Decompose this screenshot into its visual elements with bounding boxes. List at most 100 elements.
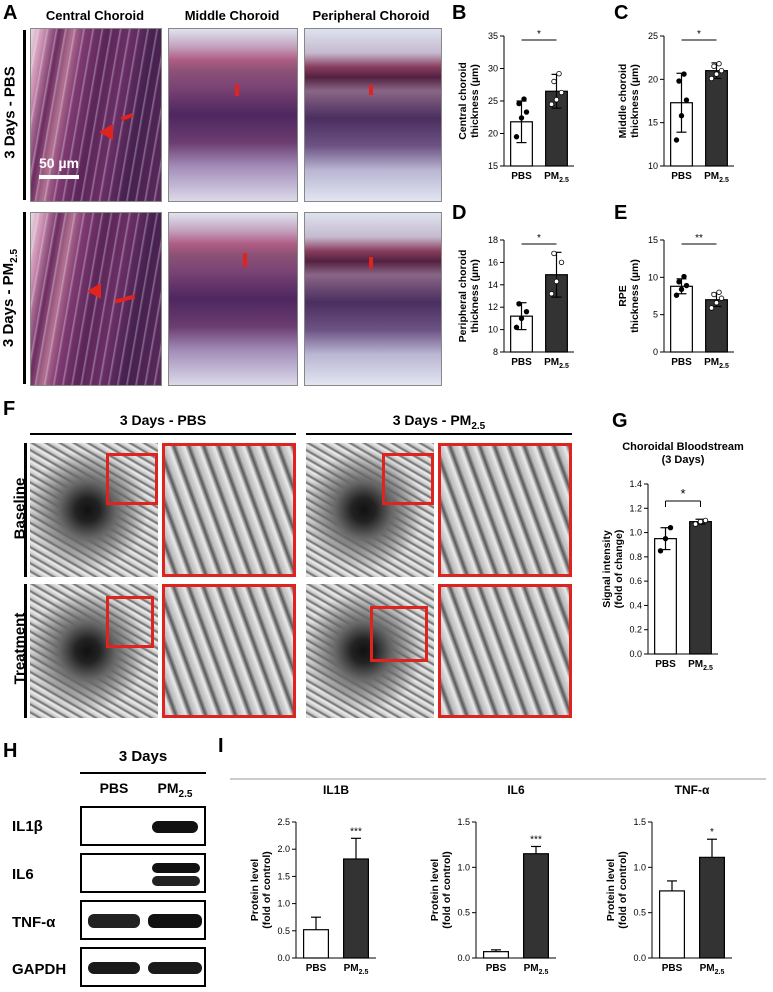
data-point bbox=[513, 134, 520, 140]
y-axis-label: Protein level bbox=[429, 859, 441, 922]
bar bbox=[522, 853, 549, 959]
sig-label: * bbox=[710, 827, 714, 838]
oct-zoom-baseline-pbs bbox=[162, 443, 296, 577]
f-row-bracket bbox=[24, 584, 27, 718]
sig-label: * bbox=[680, 486, 685, 501]
y-tick-label: 1.2 bbox=[629, 503, 642, 513]
bar bbox=[689, 521, 712, 655]
x-tick-label: PBS bbox=[511, 171, 532, 182]
y-tick-label: 15 bbox=[648, 235, 658, 245]
y-tick-label: 10 bbox=[488, 325, 498, 335]
x-tick-label: PBS bbox=[671, 171, 692, 182]
y-tick-label: 14 bbox=[488, 280, 498, 290]
y-axis-label: Middle choroid bbox=[617, 64, 629, 139]
x-tick-label: PBS bbox=[511, 357, 532, 368]
panel-label-g: G bbox=[612, 410, 628, 432]
f-row-label-baseline: Baseline bbox=[11, 477, 29, 540]
y-axis-label: Peripheral choroid bbox=[457, 250, 469, 343]
x-tick-label: PBS bbox=[486, 963, 507, 974]
bar bbox=[705, 70, 728, 167]
blot-band bbox=[152, 863, 200, 873]
col-title-middle: Middle Choroid bbox=[184, 8, 280, 23]
y-tick-label: 20 bbox=[488, 129, 498, 139]
data-point bbox=[553, 278, 560, 285]
data-point bbox=[523, 109, 530, 115]
y-tick-label: 1.0 bbox=[633, 862, 646, 872]
y-tick-label: 10 bbox=[648, 272, 658, 282]
chart-d: 8 10 12 14 16 18 Peripheral choroid thickness (… bbox=[457, 233, 574, 370]
f-col-rule bbox=[30, 433, 296, 435]
row-bracket-pbs bbox=[23, 30, 26, 200]
panel-label-i: I bbox=[218, 735, 224, 757]
data-point bbox=[676, 78, 682, 84]
h-col-pbs: PBS bbox=[99, 780, 129, 796]
chart-title: TNF-α bbox=[675, 783, 710, 797]
data-point bbox=[716, 289, 722, 295]
y-axis-label: Signal intensity bbox=[601, 530, 613, 608]
y-tick-label: 0.0 bbox=[457, 953, 470, 963]
red-marker bbox=[369, 257, 373, 269]
data-point bbox=[702, 517, 709, 524]
data-point bbox=[711, 63, 717, 70]
y-axis-label: thickness (µm) bbox=[469, 64, 481, 138]
data-point bbox=[692, 521, 699, 527]
f-col-rule bbox=[306, 433, 572, 435]
histology-middle-pbs bbox=[168, 28, 298, 202]
h-row-tnfa: TNF-α bbox=[12, 914, 56, 931]
data-point bbox=[556, 71, 562, 77]
y-tick-label: 15 bbox=[488, 161, 498, 171]
bar bbox=[654, 538, 677, 655]
data-point bbox=[553, 96, 560, 103]
y-tick-label: 12 bbox=[488, 302, 498, 312]
y-tick-label: 1.5 bbox=[457, 817, 470, 827]
blot-gapdh bbox=[80, 947, 206, 987]
y-tick-label: 0.0 bbox=[277, 953, 290, 963]
sig-label: *** bbox=[350, 826, 362, 837]
oct-treatment-pbs bbox=[30, 584, 158, 718]
histology-central-pm bbox=[30, 212, 162, 386]
y-axis-label: (fold of change) bbox=[613, 530, 625, 609]
h-title: 3 Days bbox=[118, 748, 168, 765]
red-marker bbox=[120, 113, 134, 121]
blot-tnfa bbox=[80, 900, 206, 940]
zoom-region bbox=[106, 596, 154, 648]
y-axis-label: (fold of control) bbox=[261, 851, 273, 929]
y-tick-label: 0.4 bbox=[629, 600, 642, 610]
x-tick-label: PBS bbox=[306, 963, 327, 974]
x-tick-label: PBS bbox=[671, 357, 692, 368]
data-point bbox=[713, 300, 720, 306]
y-axis-label: Protein level bbox=[605, 859, 617, 922]
y-tick-label: 0.0 bbox=[633, 953, 646, 963]
y-tick-label: 35 bbox=[488, 31, 498, 41]
blot-il6 bbox=[80, 853, 206, 893]
bar bbox=[482, 951, 509, 959]
h-row-gapdh: GAPDH bbox=[12, 961, 67, 978]
bar bbox=[658, 890, 685, 959]
data-point bbox=[676, 279, 682, 285]
f-row-label-treatment: Treatment bbox=[11, 612, 29, 685]
bar bbox=[670, 285, 693, 353]
red-marker bbox=[235, 84, 239, 96]
blot-band bbox=[88, 914, 140, 928]
blot-band bbox=[152, 821, 198, 833]
chart-title: Choroidal Bloodstream bbox=[622, 441, 744, 453]
x-tick-label: PBS bbox=[662, 963, 683, 974]
y-axis-label: Protein level bbox=[249, 859, 261, 922]
data-point bbox=[681, 273, 687, 280]
data-point bbox=[697, 518, 704, 525]
panel-label-d: D bbox=[452, 202, 467, 224]
y-tick-label: 0.2 bbox=[629, 625, 642, 635]
y-tick-label: 25 bbox=[648, 31, 658, 41]
panel-label-h: H bbox=[3, 740, 18, 762]
blot-band bbox=[148, 914, 202, 928]
data-point bbox=[521, 96, 527, 102]
oct-treatment-pm bbox=[306, 584, 434, 718]
blot-band bbox=[88, 962, 140, 974]
y-tick-label: 0.5 bbox=[633, 908, 646, 918]
data-point bbox=[708, 75, 715, 82]
x-tick-label: PM2.5 bbox=[544, 357, 569, 370]
data-point bbox=[667, 525, 674, 531]
y-tick-label: 10 bbox=[648, 161, 658, 171]
data-point bbox=[683, 282, 690, 289]
y-tick-label: 1.0 bbox=[277, 899, 290, 909]
